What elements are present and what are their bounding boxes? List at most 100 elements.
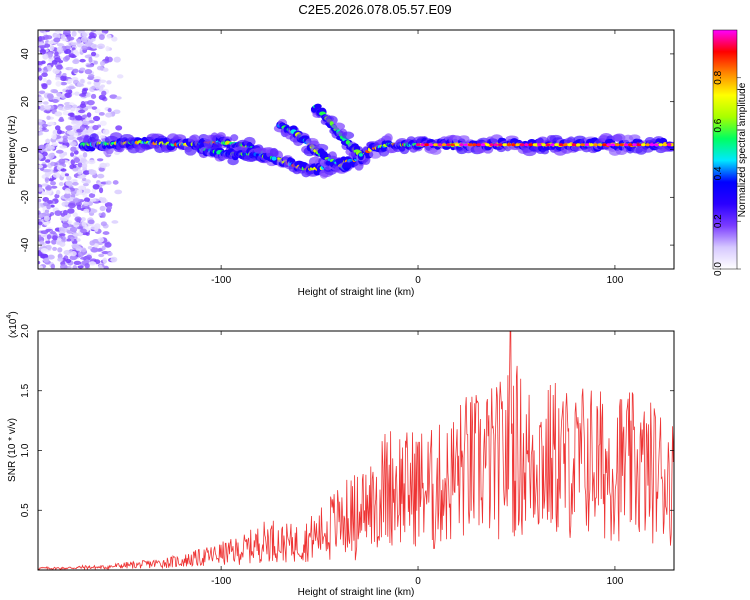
colorbar-tick-label: 0.4 [713, 166, 724, 180]
spectrogram-point [91, 106, 98, 110]
spectrogram-point [597, 143, 603, 147]
spectrogram-point [53, 37, 61, 43]
spectrogram-point [454, 143, 460, 147]
spectrogram-point [428, 143, 434, 147]
spectrogram-point [103, 265, 109, 269]
spectrogram-point [90, 51, 97, 57]
spectrogram-ytick-label: 40 [20, 48, 31, 60]
spectrogram-point [46, 203, 52, 210]
spectrogram-point [45, 159, 51, 163]
spectrogram-point [64, 55, 71, 61]
spectrogram-point [63, 151, 68, 156]
snr-scale-prefix: (x10 [8, 318, 19, 338]
spectrogram-point [71, 120, 78, 125]
spectrogram-point [67, 208, 75, 214]
spectrogram-point [101, 197, 107, 204]
spectrogram-point [105, 45, 110, 52]
spectrogram-ticks: -100 0 100 -40 -20 0 20 40 [20, 30, 674, 286]
spectrogram-point [341, 131, 355, 140]
spectrogram-point [485, 143, 490, 147]
spectrogram-point [64, 188, 71, 195]
spectrogram-point [72, 198, 81, 203]
spectrogram-point [88, 56, 93, 63]
spectrogram-point [83, 208, 90, 214]
spectrogram-point [101, 212, 106, 218]
spectrogram-point [76, 189, 83, 195]
spectrogram-point [269, 147, 279, 158]
spectrogram-point [73, 157, 81, 164]
figure-title: C2E5.2026.078.05.57.E09 [298, 2, 451, 17]
spectrogram-point [98, 264, 103, 269]
spectrogram-point [38, 90, 46, 95]
spectrogram-point [563, 143, 568, 147]
spectrogram-point [96, 158, 104, 162]
spectrogram-point [98, 34, 105, 40]
spectrogram-point [67, 112, 74, 117]
spectrogram-point [79, 67, 86, 72]
spectrogram-point [66, 130, 74, 135]
spectrogram-point [450, 143, 455, 147]
spectrogram-point [72, 59, 80, 65]
spectrogram-point [420, 143, 425, 147]
spectrogram-point [230, 134, 239, 142]
spectrogram-ytick-label: -20 [20, 190, 31, 205]
spectrogram-point [38, 187, 44, 192]
spectrogram-point [80, 217, 86, 222]
spectrogram-point [46, 64, 52, 69]
spectrogram-point [38, 260, 41, 265]
spectrogram-point [48, 178, 54, 182]
spectrogram-point [38, 265, 44, 269]
spectrogram-point [662, 143, 668, 147]
spectrogram-point [45, 240, 51, 244]
spectrogram-point [77, 109, 86, 114]
spectrogram-point [69, 141, 77, 147]
spectrogram-point [101, 90, 107, 96]
spectrogram-point [88, 261, 97, 266]
spectrogram-point [95, 108, 101, 113]
spectrogram-point [458, 135, 470, 142]
spectrogram-point [60, 81, 68, 86]
spectrogram-point [90, 208, 98, 214]
spectrogram-point [65, 180, 73, 187]
spectrogram-point [446, 143, 451, 147]
spectrogram-point [325, 115, 338, 125]
spectrogram-point [99, 162, 108, 169]
spectrogram-point [58, 182, 64, 187]
spectrogram-point [109, 94, 118, 99]
spectrogram-point [82, 152, 88, 158]
spectrogram-point [112, 180, 119, 185]
spectrogram-point [97, 131, 102, 136]
spectrogram-point [73, 260, 82, 266]
spectrogram-point [102, 257, 108, 264]
spectrogram-point [99, 205, 106, 212]
spectrogram-point [472, 143, 477, 147]
spectrogram-point [83, 201, 90, 206]
spectrogram-point [75, 115, 83, 121]
spectrogram-point [51, 239, 57, 245]
spectrogram-point [84, 68, 93, 75]
spectrogram-point [64, 200, 69, 206]
spectrogram-point [62, 138, 68, 144]
colorbar-ticks: 0.0 0.2 0.4 0.6 0.8 [713, 70, 741, 276]
spectrogram-point [463, 143, 468, 147]
spectrogram-point [92, 125, 99, 131]
spectrogram-point [38, 131, 44, 136]
spectrogram-point [437, 143, 442, 147]
spectrogram-point [78, 185, 86, 191]
spectrogram-point [98, 111, 105, 116]
spectrogram-point [42, 77, 47, 83]
spectrogram-point [506, 143, 512, 147]
spectrogram-point [48, 152, 55, 159]
spectrogram-point [72, 104, 78, 109]
spectrogram-point [80, 36, 88, 43]
spectrogram-point [615, 143, 620, 147]
spectrogram-point [48, 121, 55, 126]
spectrogram-point [476, 143, 481, 147]
colorbar-tick-label: 0.2 [713, 214, 724, 228]
spectrogram-point [105, 180, 112, 185]
spectrogram-point [106, 80, 112, 85]
spectrogram-point [54, 57, 62, 63]
snr-ticks: -100 0 100 0.5 1.0 1.5 2.0 [20, 324, 674, 587]
spectrogram-point [42, 196, 49, 202]
spectrogram-point [493, 143, 499, 147]
